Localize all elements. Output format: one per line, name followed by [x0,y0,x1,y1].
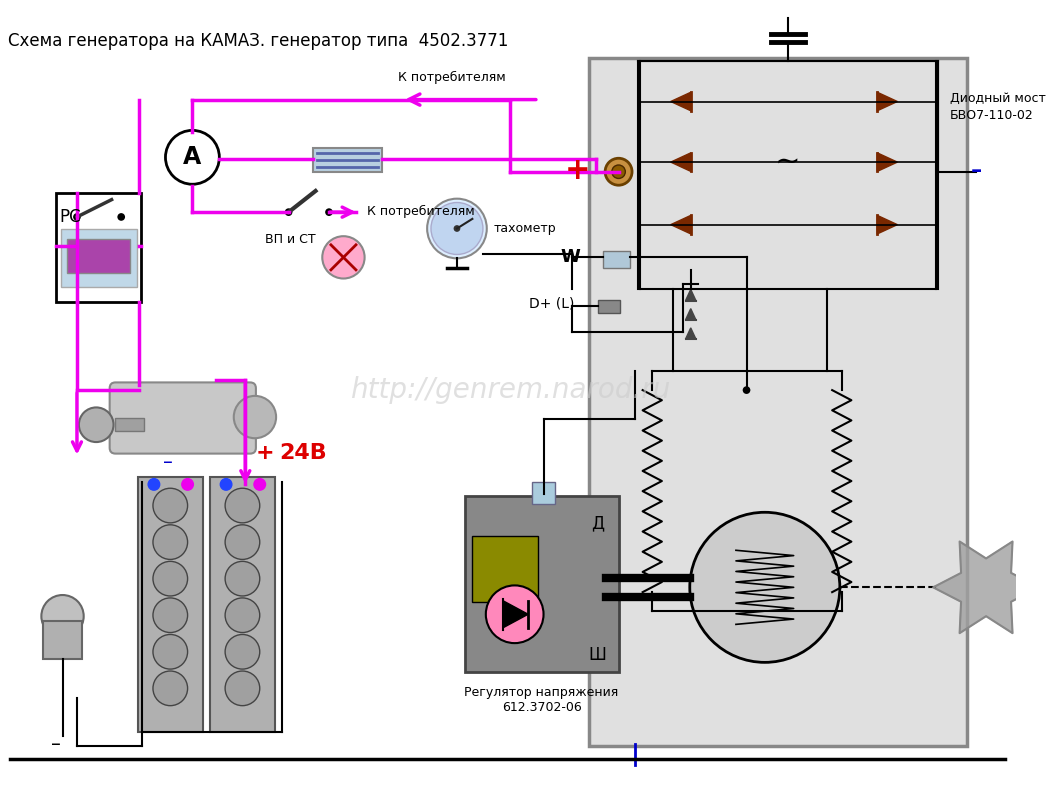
Circle shape [166,130,220,184]
Circle shape [153,598,188,633]
Circle shape [611,165,625,178]
Circle shape [153,561,188,596]
Bar [603,251,630,268]
Circle shape [153,634,188,669]
Bar [60,230,136,287]
Bar [56,193,142,302]
Text: К потребителям: К потребителям [398,71,506,84]
Polygon shape [878,92,898,111]
Polygon shape [671,215,691,234]
Circle shape [431,203,483,255]
Text: ВП и СТ: ВП и СТ [265,233,315,246]
Text: Схема генератора на КАМАЗ. генератор типа  4502.3771: Схема генератора на КАМАЗ. генератор тип… [7,32,508,50]
Circle shape [117,213,125,221]
Bar [532,483,555,504]
Polygon shape [671,92,691,111]
Polygon shape [685,289,696,301]
Circle shape [225,634,260,669]
Bar [638,61,938,289]
Text: Диодный мост: Диодный мост [949,91,1045,105]
Circle shape [153,671,188,706]
Text: –: – [51,735,61,754]
Text: 612.3702-06: 612.3702-06 [502,701,582,714]
Text: +: + [256,443,275,463]
Circle shape [233,396,276,439]
Circle shape [73,213,81,221]
FancyBboxPatch shape [110,383,256,454]
Bar [43,621,81,659]
Circle shape [153,488,188,523]
Circle shape [322,236,364,278]
Circle shape [427,199,487,259]
Text: 24В: 24В [279,443,326,463]
Polygon shape [878,153,898,171]
Text: D+ (L): D+ (L) [529,296,574,310]
Circle shape [79,407,113,442]
Text: Ш: Ш [588,645,606,663]
Circle shape [225,525,260,560]
Circle shape [325,208,333,216]
Text: Регулятор напряжения: Регулятор напряжения [465,686,619,700]
Text: А: А [184,145,202,169]
Polygon shape [685,328,696,339]
Bar [599,299,620,313]
Circle shape [254,479,265,490]
Text: –: – [164,453,173,472]
Bar [68,239,130,273]
Polygon shape [878,215,898,234]
Text: БВО7-110-02: БВО7-110-02 [949,108,1033,122]
Circle shape [225,488,260,523]
Circle shape [285,208,293,216]
Circle shape [454,225,460,232]
Circle shape [41,595,83,637]
Text: Д: Д [591,514,604,532]
Circle shape [221,479,232,490]
Bar [472,536,538,602]
Circle shape [148,479,159,490]
Circle shape [225,671,260,706]
Circle shape [486,586,544,643]
Circle shape [153,525,188,560]
Circle shape [605,158,633,185]
Circle shape [690,512,840,663]
Text: http://genrem.narod.ru: http://genrem.narod.ru [350,376,671,404]
Bar [589,58,967,746]
Bar [210,476,276,732]
Circle shape [182,479,193,490]
Bar [313,148,382,171]
Text: тахометр: тахометр [493,222,557,235]
Text: ~: ~ [775,148,800,177]
Circle shape [742,386,751,394]
Text: К потребителям: К потребителям [367,204,475,218]
Text: +: + [564,156,590,185]
Polygon shape [934,542,1039,634]
Bar [115,418,145,432]
Text: W: W [561,248,581,266]
Polygon shape [671,153,691,171]
Circle shape [225,561,260,596]
Polygon shape [503,601,528,628]
Polygon shape [685,309,696,320]
Text: –: – [970,161,982,181]
Bar [137,476,203,732]
Bar [465,496,619,672]
Text: РС: РС [59,208,81,226]
Circle shape [225,598,260,633]
